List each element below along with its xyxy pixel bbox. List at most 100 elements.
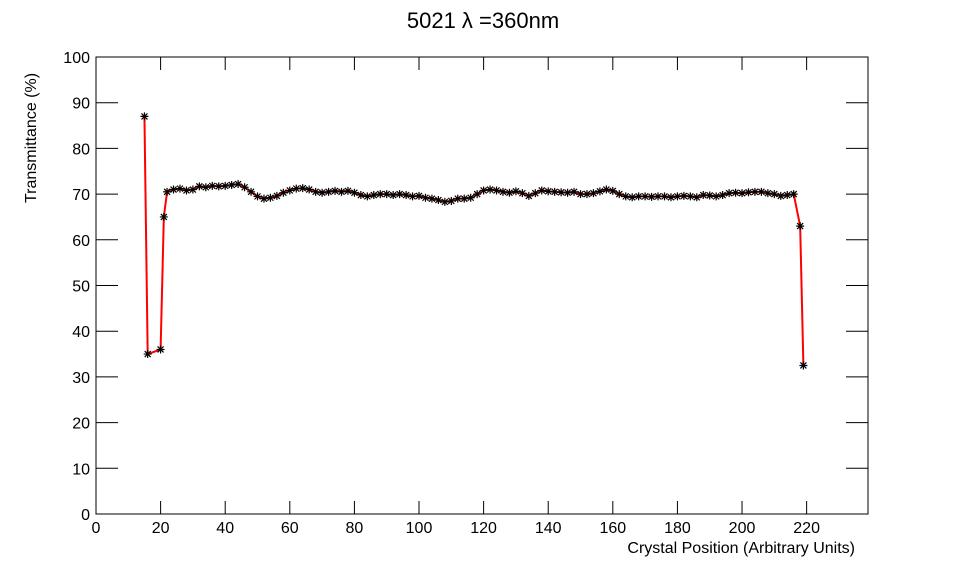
data-point	[679, 191, 688, 200]
data-point	[324, 187, 333, 196]
data-point	[673, 192, 682, 201]
data-point	[466, 193, 475, 202]
data-point	[796, 222, 805, 231]
chart-title: 5021 λ =360nm	[407, 8, 559, 33]
data-point	[479, 186, 488, 195]
data-point	[247, 187, 256, 196]
data-point	[550, 187, 559, 196]
data-point	[757, 187, 766, 196]
data-point	[266, 193, 275, 202]
x-tick-label: 60	[281, 520, 299, 537]
x-tick-label: 0	[92, 520, 101, 537]
data-point	[498, 187, 507, 196]
data-point	[770, 190, 779, 199]
y-tick-label: 100	[63, 50, 90, 67]
data-point	[279, 188, 288, 197]
data-point	[447, 196, 456, 205]
data-point	[660, 192, 669, 201]
data-point	[311, 187, 320, 196]
data-point	[285, 186, 294, 195]
data-point	[337, 187, 346, 196]
data-point	[159, 212, 168, 221]
data-point	[563, 188, 572, 197]
data-point	[589, 189, 598, 198]
y-tick-label: 30	[72, 370, 90, 387]
y-axis-label: Transmittance (%)	[23, 73, 40, 203]
data-point	[686, 192, 695, 201]
data-point	[240, 183, 249, 192]
data-point	[692, 193, 701, 202]
data-point	[415, 191, 424, 200]
data-point	[434, 196, 443, 205]
x-tick-label: 120	[470, 520, 497, 537]
x-tick-label: 220	[793, 520, 820, 537]
data-point	[395, 190, 404, 199]
data-line	[143, 116, 805, 366]
data-point	[641, 192, 650, 201]
data-point	[486, 185, 495, 194]
x-tick-label: 160	[599, 520, 626, 537]
data-point	[712, 192, 721, 201]
data-point	[143, 350, 152, 359]
data-point	[570, 187, 579, 196]
data-point	[363, 192, 372, 201]
data-point	[615, 190, 624, 199]
data-point	[331, 186, 340, 195]
data-point	[175, 184, 184, 193]
data-point	[460, 194, 469, 203]
data-point	[776, 191, 785, 200]
data-point	[350, 188, 359, 197]
data-point	[647, 192, 656, 201]
data-point	[298, 184, 307, 193]
data-point	[227, 180, 236, 189]
y-tick-label: 20	[72, 416, 90, 433]
data-point	[628, 193, 637, 202]
data-point	[537, 186, 546, 195]
y-tick-label: 60	[72, 233, 90, 250]
data-point	[182, 186, 191, 195]
data-point	[634, 192, 643, 201]
data-point	[421, 193, 430, 202]
data-point	[518, 189, 527, 198]
x-tick-label: 200	[729, 520, 756, 537]
data-point	[744, 188, 753, 197]
y-tick-label: 70	[72, 187, 90, 204]
y-tick-label: 90	[72, 96, 90, 113]
data-point	[699, 191, 708, 200]
data-point	[763, 189, 772, 198]
data-point	[738, 189, 747, 198]
data-point	[163, 187, 172, 196]
data-point	[195, 182, 204, 191]
data-point	[725, 189, 734, 198]
data-point	[582, 190, 591, 199]
data-point	[453, 194, 462, 203]
data-point	[201, 183, 210, 192]
data-point	[376, 190, 385, 199]
data-point	[382, 190, 391, 199]
data-point	[343, 186, 352, 195]
data-point	[272, 191, 281, 200]
data-point	[259, 194, 268, 203]
data-point	[789, 190, 798, 199]
data-point	[492, 186, 501, 195]
data-point	[140, 112, 149, 121]
x-tick-label: 140	[535, 520, 562, 537]
data-point	[544, 187, 553, 196]
y-tick-label: 10	[72, 461, 90, 478]
data-point	[356, 191, 365, 200]
data-point	[511, 187, 520, 196]
data-point	[473, 190, 482, 199]
x-tick-label: 40	[216, 520, 234, 537]
data-point	[169, 185, 178, 194]
data-point	[799, 361, 808, 370]
data-point	[402, 191, 411, 200]
data-point	[253, 192, 262, 201]
data-point	[654, 192, 663, 201]
data-point	[156, 345, 165, 354]
data-point	[705, 191, 714, 200]
x-tick-label: 180	[664, 520, 691, 537]
data-point	[524, 191, 533, 200]
data-point	[369, 191, 378, 200]
data-point	[621, 192, 630, 201]
